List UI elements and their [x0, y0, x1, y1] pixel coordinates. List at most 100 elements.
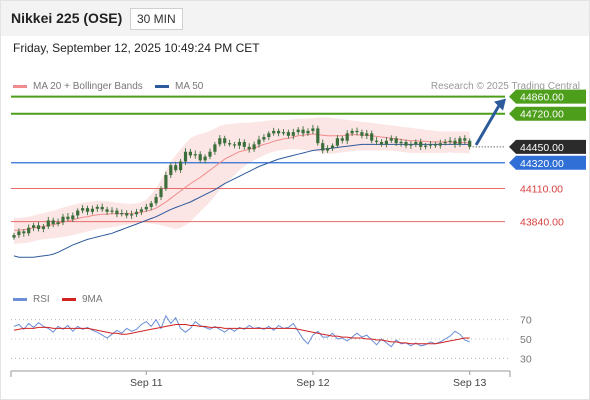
candle — [399, 138, 403, 147]
moving-average-layer — [13, 133, 470, 258]
candle — [110, 207, 114, 215]
candle-body — [360, 132, 364, 136]
candle-body — [458, 138, 462, 145]
level-label-44860.00: 44860.00 — [520, 92, 564, 104]
candle-body — [105, 209, 109, 212]
candle — [330, 143, 335, 152]
candle — [154, 193, 158, 206]
candle-body — [463, 138, 467, 141]
candle — [213, 142, 217, 155]
candle-body — [110, 210, 114, 212]
candle — [296, 127, 300, 135]
candle — [130, 210, 134, 219]
rsi-tick-30: 30 — [520, 353, 532, 365]
timeframe-badge[interactable]: 30 MIN — [130, 8, 183, 30]
level-label-44110.00: 44110.00 — [520, 184, 563, 196]
candle — [198, 151, 202, 163]
candle — [257, 135, 261, 148]
x-tick-label: Sep 12 — [296, 377, 329, 389]
candle — [27, 224, 31, 236]
candle — [218, 135, 222, 147]
forecast-arrow-head — [494, 98, 506, 111]
candle — [208, 148, 212, 160]
candle-body — [174, 165, 178, 171]
candle — [51, 217, 55, 228]
candle — [252, 141, 256, 152]
time-axis: Sep 11 Sep 12 Sep 13 — [10, 370, 511, 389]
candle — [125, 210, 129, 219]
candle — [272, 127, 276, 136]
candle — [193, 150, 197, 159]
candle-body — [453, 140, 457, 145]
candle — [350, 128, 354, 137]
candle-body — [262, 137, 266, 140]
candle — [384, 137, 388, 148]
candle — [179, 158, 183, 173]
candle — [105, 206, 109, 215]
candle-body — [228, 143, 232, 145]
candle — [277, 128, 281, 137]
candle — [76, 208, 80, 219]
candlestick-layer — [12, 124, 472, 240]
candle — [46, 216, 50, 229]
candle-body — [242, 141, 246, 147]
x-tick-label: Sep 13 — [453, 377, 486, 389]
candle — [203, 154, 207, 164]
rsi-ma-legend-label: 9MA — [82, 294, 103, 305]
candle-body — [61, 216, 65, 223]
ma20-legend-swatch — [13, 85, 27, 88]
candle — [81, 205, 85, 214]
candle-body — [448, 140, 452, 142]
candle-body — [330, 145, 335, 149]
candle — [223, 135, 227, 147]
candle — [149, 200, 153, 211]
candle — [56, 218, 60, 227]
candle — [360, 129, 364, 139]
candle — [281, 128, 286, 136]
level-label-44720.00: 44720.00 — [520, 109, 564, 121]
level-tag-44450.00 — [509, 139, 586, 154]
candle — [375, 137, 379, 145]
candle — [345, 130, 349, 145]
bollinger-band-layer — [14, 117, 470, 244]
rsi-ma-legend-swatch — [62, 298, 76, 301]
candle — [100, 203, 104, 212]
candle — [306, 128, 310, 136]
ma20-legend-label: MA 20 + Bollinger Bands — [33, 81, 143, 92]
candle — [340, 135, 344, 144]
candle — [17, 228, 21, 238]
candle-body — [389, 138, 393, 141]
candle-body — [350, 130, 354, 134]
candle-body — [193, 154, 197, 156]
level-tag-44860.00 — [509, 89, 586, 104]
candle — [169, 162, 173, 178]
candle — [139, 207, 143, 216]
credit-text: Research © 2025 Trading Central — [430, 81, 580, 92]
candle — [453, 137, 457, 148]
candle-body — [208, 151, 212, 157]
price-level-lines — [11, 95, 505, 223]
bollinger-band-area — [14, 117, 470, 244]
candle — [394, 136, 398, 146]
rsi-tick-70: 70 — [520, 315, 532, 327]
x-tick-label: Sep 11 — [130, 377, 163, 389]
candle-body — [22, 231, 26, 234]
candle — [404, 139, 408, 149]
rsi-legend-swatch — [13, 298, 27, 301]
candle-body — [335, 138, 339, 146]
candle — [174, 161, 178, 173]
candle-body — [267, 133, 271, 138]
candle — [237, 138, 241, 150]
candle — [228, 139, 232, 147]
candle — [90, 205, 94, 215]
candle-body — [100, 206, 104, 210]
candle — [144, 203, 148, 212]
rsi-legend-label: RSI — [33, 294, 50, 305]
candle — [414, 139, 418, 147]
level-label-44320.00: 44320.00 — [520, 158, 564, 170]
candle — [66, 213, 70, 222]
candle-body — [384, 140, 388, 145]
candle — [95, 204, 99, 212]
rsi-tick-50: 50 — [520, 334, 532, 346]
candle — [370, 130, 374, 144]
